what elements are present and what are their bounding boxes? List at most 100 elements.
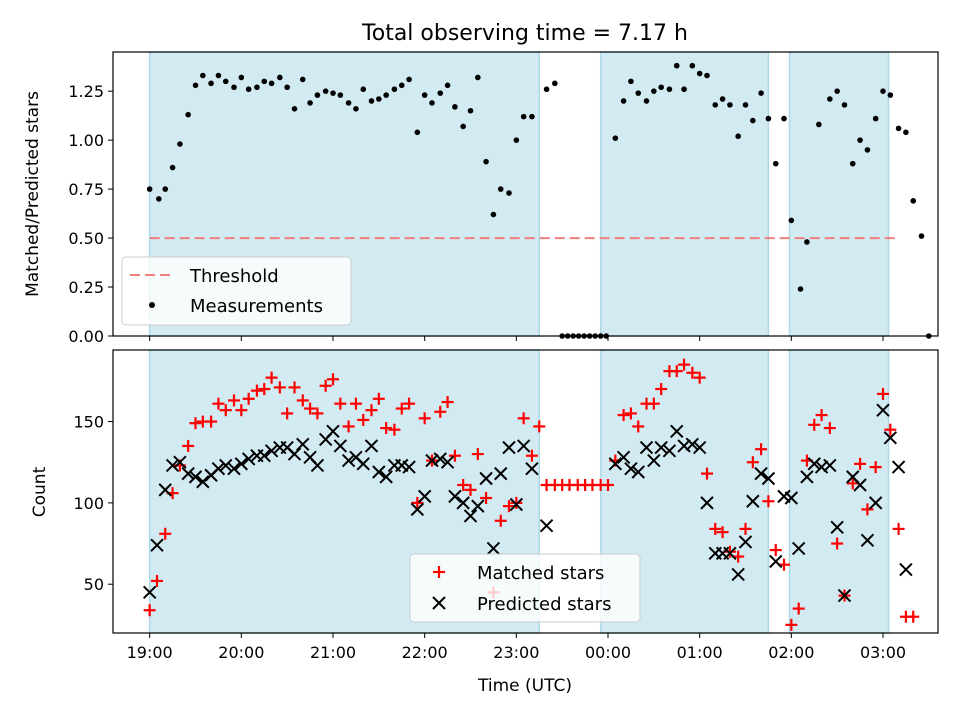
measurement-point xyxy=(299,76,306,83)
matched-star-point xyxy=(831,537,844,550)
predicted-star-point xyxy=(738,535,753,549)
predicted-star-point xyxy=(837,588,852,603)
observing-window-band xyxy=(788,349,890,634)
top-plot-frame xyxy=(112,51,939,337)
measurement-point xyxy=(497,186,504,192)
measurement-point xyxy=(291,106,298,112)
measurement-point xyxy=(460,123,466,130)
measurement-point xyxy=(169,164,176,171)
matched-star-point xyxy=(182,439,195,452)
matched-star-point xyxy=(151,574,163,587)
matched-star-point xyxy=(755,443,768,456)
legend-threshold-label: Threshold xyxy=(189,266,279,287)
matched-star-point xyxy=(205,415,218,428)
measurement-point xyxy=(887,92,894,98)
observing-windows-bottom xyxy=(148,349,890,634)
predicted-star-point xyxy=(662,444,677,458)
top-y-label: Matched/Predicted stars xyxy=(23,91,43,297)
measurement-point xyxy=(345,100,352,106)
measurement-point xyxy=(681,86,687,93)
predicted-star-point xyxy=(891,460,906,474)
matched-star-point xyxy=(746,456,759,469)
measurement-point xyxy=(437,90,444,96)
matched-star-point xyxy=(403,397,416,410)
y-tick-label: 1.25 xyxy=(68,82,104,101)
matched-star-point xyxy=(517,412,530,425)
observing-window-band xyxy=(599,51,770,337)
measurement-point xyxy=(383,92,389,98)
predicted-star-point xyxy=(341,453,356,468)
matched-star-point xyxy=(304,402,317,415)
x-tick-label: 23:00 xyxy=(493,643,539,662)
measurement-point xyxy=(910,198,917,204)
observing-window-band xyxy=(788,51,890,337)
measurement-point xyxy=(284,84,290,91)
y-tick-label: 0.75 xyxy=(68,180,104,199)
x-axis-label: Time (UTC) xyxy=(477,676,572,696)
measurement-point xyxy=(506,190,512,196)
measurement-point xyxy=(704,72,710,79)
matched-star-point xyxy=(762,495,775,508)
matched-star-point xyxy=(228,394,240,407)
legend-measurements-swatch xyxy=(149,302,155,308)
matched-star-point xyxy=(808,418,821,431)
predicted-star-point xyxy=(372,465,386,479)
measurement-point xyxy=(261,78,268,85)
measurement-point xyxy=(529,113,535,120)
matched-star-point xyxy=(869,461,882,474)
x-tick-label: 00:00 xyxy=(585,643,631,662)
predicted-star-point xyxy=(883,431,898,445)
matched-star-point xyxy=(907,610,920,623)
matched-star-point xyxy=(464,483,477,496)
measurement-point xyxy=(330,90,336,96)
measurement-point xyxy=(612,135,619,141)
predicted-star-point xyxy=(685,437,700,452)
matched-star-point xyxy=(480,492,493,505)
matched-star-point xyxy=(349,397,362,410)
predicted-star-point xyxy=(647,453,661,468)
bottom-legend: Matched stars Predicted stars xyxy=(409,553,641,623)
predicted-star-point xyxy=(807,457,821,471)
measurement-point xyxy=(314,92,321,98)
predicted-star-point xyxy=(509,497,524,512)
y-tick-label: 0.00 xyxy=(68,327,104,346)
legend-measurements-label: Measurements xyxy=(190,296,323,317)
predicted-star-point xyxy=(860,533,875,548)
matched-star-point xyxy=(624,407,637,420)
predicted-star-point xyxy=(326,424,340,439)
matched-star-point xyxy=(494,514,507,527)
predicted-star-point xyxy=(257,449,271,463)
predicted-star-point xyxy=(188,470,203,484)
measurement-point xyxy=(268,80,275,87)
predicted-star-point xyxy=(211,462,226,476)
predicted-star-point xyxy=(746,494,760,508)
measurement-point xyxy=(834,88,840,94)
y-tick-label: 100 xyxy=(73,494,104,513)
predicted-star-point xyxy=(899,562,913,577)
predicted-star-point xyxy=(830,520,844,534)
measurement-point xyxy=(628,78,634,85)
matched-star-point xyxy=(723,545,736,558)
measurement-point xyxy=(658,84,664,91)
predicted-star-point xyxy=(723,546,737,561)
measurement-point xyxy=(254,84,260,91)
predicted-star-point xyxy=(456,496,470,510)
measurement-point xyxy=(880,88,886,94)
matched-star-point xyxy=(296,394,309,407)
predicted-star-point xyxy=(234,457,249,471)
measurement-point xyxy=(735,133,741,140)
measurement-point xyxy=(797,286,804,292)
matched-star-point xyxy=(525,449,538,462)
y-tick-label: 50 xyxy=(84,575,104,594)
measurement-point xyxy=(712,102,719,108)
matched-star-point xyxy=(250,384,263,397)
predicted-star-point xyxy=(631,465,645,479)
predicted-star-point xyxy=(158,483,172,497)
measurements-series xyxy=(146,62,932,339)
measurement-point xyxy=(918,233,925,239)
matched-star-point xyxy=(510,496,523,509)
measurement-point xyxy=(162,186,169,192)
predicted-star-point xyxy=(364,439,379,453)
measurement-point xyxy=(772,160,779,167)
predicted-star-point xyxy=(410,502,425,517)
